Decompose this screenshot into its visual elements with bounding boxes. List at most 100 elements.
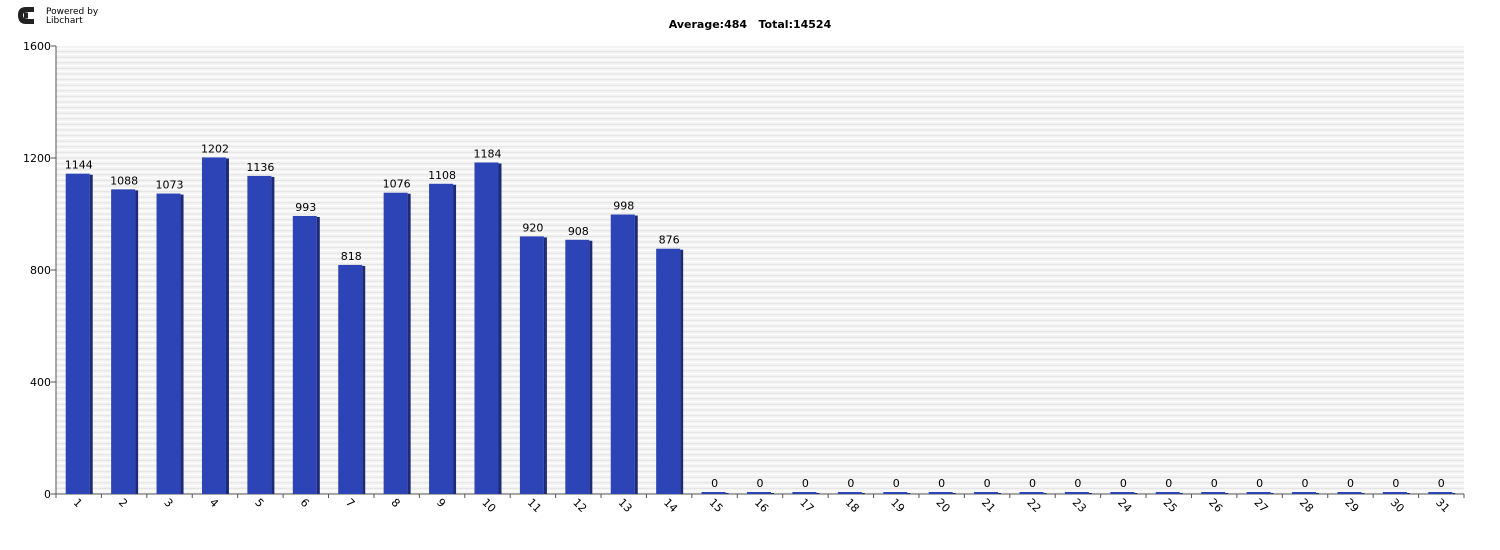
value-label: 0 [1438, 477, 1445, 490]
bar-body [292, 215, 317, 494]
bar-body [383, 192, 408, 494]
x-tick-label: 20 [934, 496, 953, 515]
bar-body [792, 492, 817, 494]
value-label: 0 [1120, 477, 1127, 490]
value-label: 908 [568, 225, 589, 238]
bar-shadow [907, 493, 911, 494]
x-tick-label: 24 [1115, 496, 1134, 515]
value-label: 0 [938, 477, 945, 490]
value-label: 1184 [473, 147, 501, 160]
x-tick-label: 13 [616, 496, 635, 515]
x-tick-label: 22 [1024, 496, 1043, 515]
value-label: 0 [1074, 477, 1081, 490]
bar-body [1110, 492, 1135, 494]
bar-19 [883, 492, 911, 494]
bar-body [65, 173, 90, 494]
bars [65, 157, 1456, 495]
x-tick-label: 16 [752, 496, 771, 515]
bar-body [474, 162, 499, 495]
bar-31 [1428, 492, 1456, 494]
bar-7 [338, 264, 366, 494]
bar-4 [201, 157, 229, 494]
bar-shadow [1361, 493, 1365, 494]
value-label: 876 [659, 234, 680, 247]
bar-shadow [362, 265, 366, 494]
value-label: 0 [1347, 477, 1354, 490]
x-tick-label: 17 [797, 496, 816, 515]
bar-27 [1246, 492, 1274, 494]
x-tick-label: 25 [1161, 496, 1180, 515]
value-label: 1088 [110, 174, 138, 187]
value-label: 1108 [428, 169, 456, 182]
bar-22 [1019, 492, 1047, 494]
value-label: 0 [1211, 477, 1218, 490]
x-tick-label: 12 [570, 496, 589, 515]
bar-shadow [180, 194, 184, 494]
x-tick-label: 8 [389, 496, 403, 510]
bar-26 [1201, 492, 1229, 494]
bar-body [656, 248, 681, 494]
x-tick-label: 19 [888, 496, 907, 515]
bar-body [247, 175, 272, 495]
bar-16 [747, 492, 774, 494]
bar-body [610, 214, 635, 494]
x-tick-label: 11 [525, 496, 544, 515]
value-label: 0 [1302, 477, 1309, 490]
bar-body [974, 492, 999, 494]
bar-17 [792, 492, 820, 494]
bar-body [338, 264, 363, 494]
bar-shadow [998, 493, 1002, 494]
x-tick-label: 28 [1297, 496, 1316, 515]
value-label: 993 [295, 201, 316, 214]
bar-23 [1064, 492, 1092, 494]
value-label: 920 [522, 221, 543, 234]
x-tick-label: 31 [1433, 496, 1452, 515]
bar-shadow [725, 493, 729, 494]
bar-12 [565, 239, 593, 494]
x-tick-label: 21 [979, 496, 998, 515]
bar-30 [1382, 492, 1410, 494]
x-tick-label: 5 [252, 496, 266, 510]
bar-body [1064, 492, 1089, 494]
bar-shadow [89, 174, 93, 494]
bar-14 [656, 248, 684, 494]
value-label: 0 [893, 477, 900, 490]
bar-body [1155, 492, 1180, 494]
bar-18 [837, 492, 865, 494]
logo-libchart: Libchart [46, 16, 83, 26]
bar-body [519, 236, 544, 494]
bar-shadow [225, 158, 229, 494]
value-label: 1136 [246, 161, 274, 174]
bar-shadow [589, 240, 593, 494]
bar-shadow [1179, 493, 1183, 494]
x-tick-label: 10 [479, 496, 498, 515]
bar-shadow [407, 193, 411, 494]
x-tick-label: 29 [1342, 496, 1361, 515]
bar-body [837, 492, 862, 494]
y-tick-label: 800 [30, 264, 51, 277]
value-label: 1202 [201, 142, 229, 155]
bar-body [747, 492, 771, 494]
bar-2 [111, 189, 139, 495]
bar-shadow [543, 237, 547, 494]
bar-shadow [1406, 493, 1410, 494]
value-label: 1073 [156, 179, 184, 192]
bar-shadow [271, 176, 275, 495]
value-label: 0 [1392, 477, 1399, 490]
x-tick-label: 4 [207, 496, 221, 510]
bar-body [156, 193, 181, 494]
bar-21 [974, 492, 1002, 494]
bar-shadow [952, 493, 956, 494]
value-label: 0 [711, 477, 718, 490]
bar-shadow [816, 493, 820, 494]
bar-shadow [1270, 493, 1274, 494]
y-tick-label: 1600 [23, 40, 51, 53]
grid-lines [56, 48, 1464, 492]
bar-shadow [1452, 493, 1456, 494]
value-label: 0 [1029, 477, 1036, 490]
bar-shadow [453, 184, 457, 494]
bar-6 [292, 215, 320, 494]
x-tick-label: 23 [1070, 496, 1089, 515]
bar-8 [383, 192, 411, 494]
